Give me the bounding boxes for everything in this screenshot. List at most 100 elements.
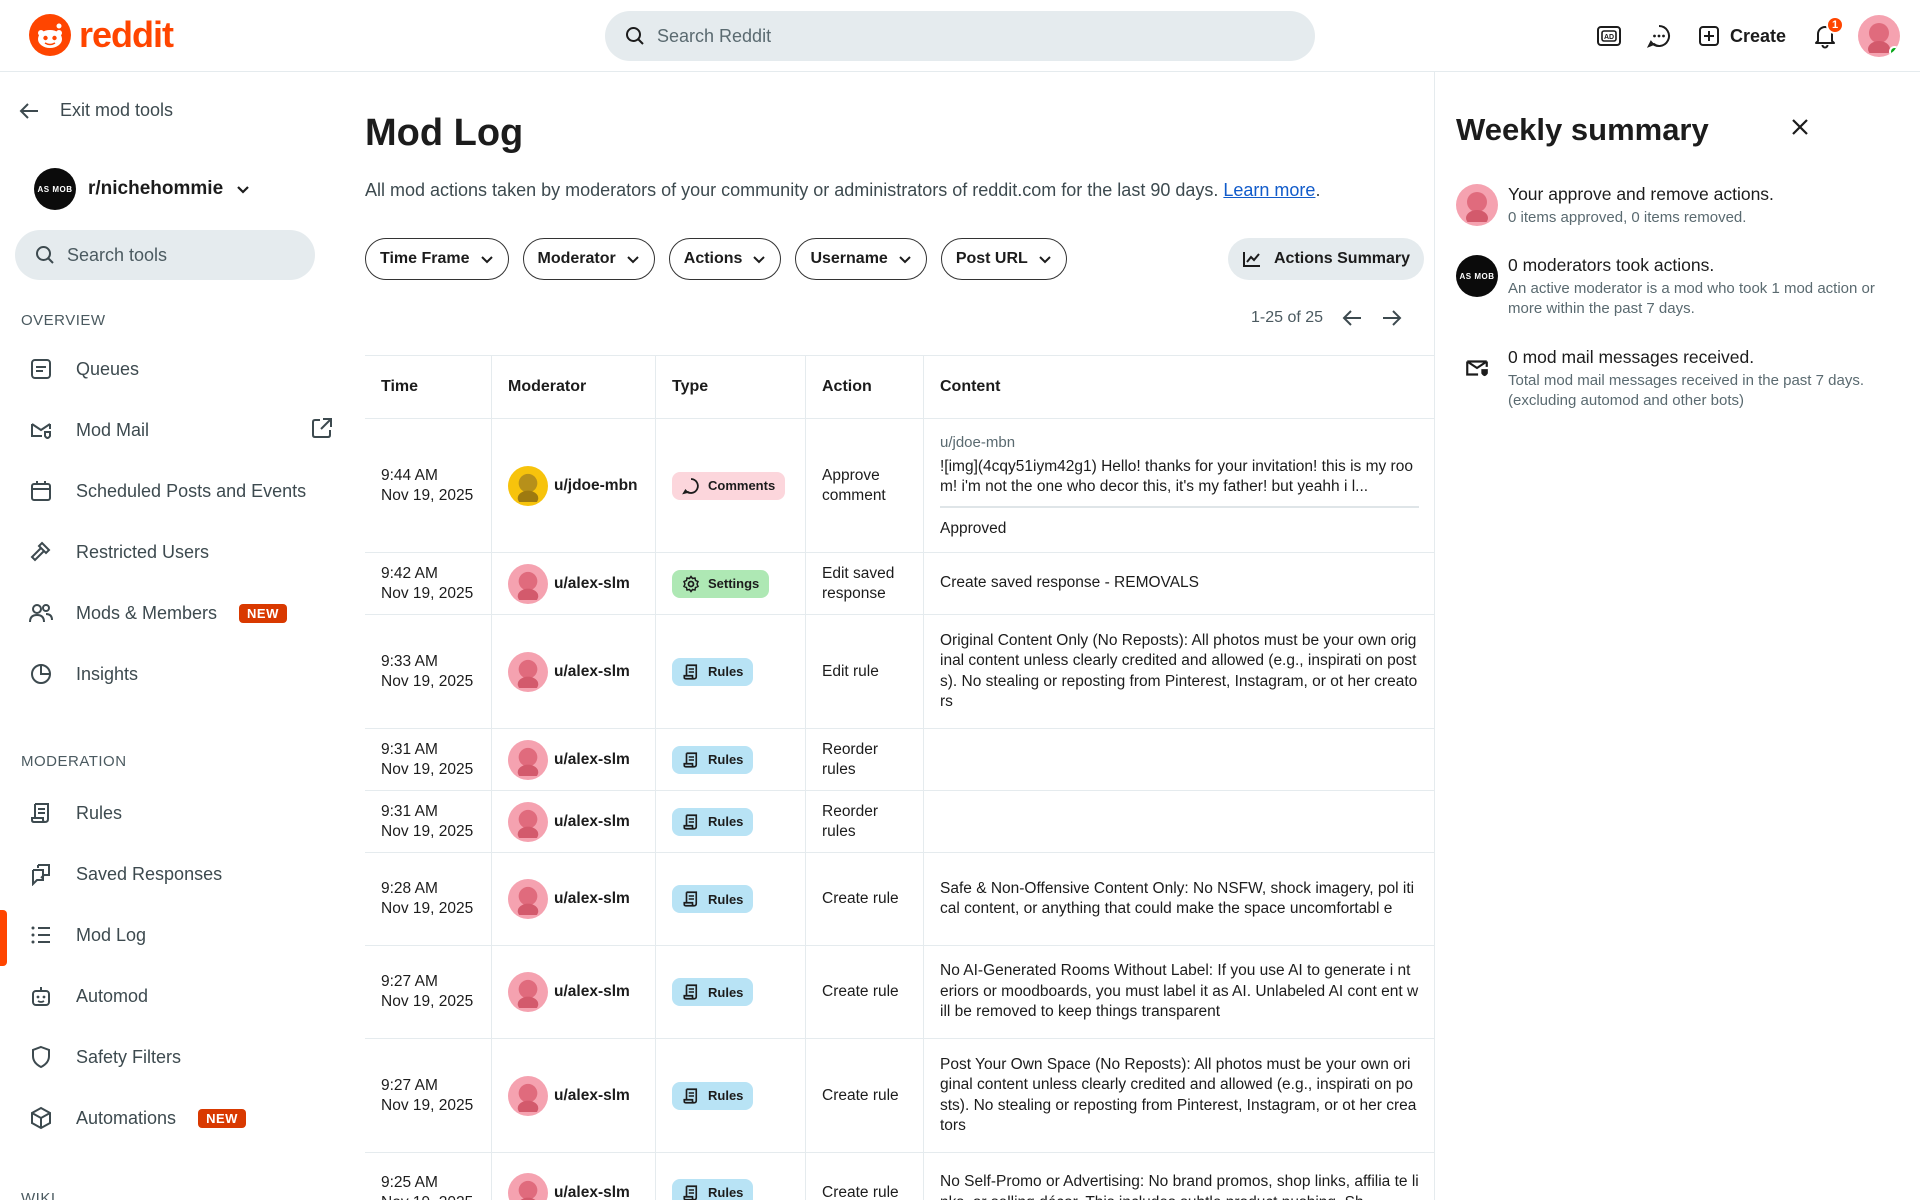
chevron-down-icon bbox=[1039, 256, 1051, 264]
reddit-snoo-icon bbox=[29, 14, 71, 56]
moderator-name[interactable]: u/jdoe-mbn bbox=[554, 476, 638, 494]
arrow-left-icon[interactable] bbox=[1341, 308, 1363, 328]
sidebar-item-automod[interactable]: Automod bbox=[0, 967, 340, 1025]
actions-summary-button[interactable]: Actions Summary bbox=[1228, 238, 1425, 280]
table-row[interactable]: 9:28 AM Nov 19, 2025 u/alex-slm Rules Create… bbox=[365, 853, 1435, 946]
moderator-name[interactable]: u/alex-slm bbox=[554, 890, 630, 907]
rules-icon bbox=[683, 984, 698, 1000]
content-author[interactable]: u/jdoe-mbn bbox=[940, 433, 1016, 451]
filter-post-url[interactable]: Post URL bbox=[940, 238, 1067, 280]
close-panel-button[interactable] bbox=[1783, 110, 1817, 144]
global-search[interactable] bbox=[605, 11, 1315, 61]
moderator-cell: u/alex-slm bbox=[492, 1039, 656, 1152]
snoo-avatar-icon bbox=[517, 571, 539, 600]
moderator-name[interactable]: u/alex-slm bbox=[554, 574, 630, 592]
sidebar-item-mod-log[interactable]: Mod Log bbox=[0, 906, 340, 966]
table-row[interactable]: 9:44 AM Nov 19, 2025 u/jdoe-mbn Comments App… bbox=[365, 419, 1435, 553]
sidebar-item-restricted-users[interactable]: Restricted Users bbox=[0, 523, 340, 581]
line-chart-icon bbox=[1243, 252, 1260, 267]
table-row[interactable]: 9:31 AM Nov 19, 2025 u/alex-slm Rules Reorde… bbox=[365, 791, 1435, 853]
content-text: Create saved response - REMOVALS bbox=[940, 574, 1200, 592]
date-value: Nov 19, 2025 bbox=[381, 1096, 474, 1114]
notifications-button[interactable]: 1 bbox=[1800, 12, 1850, 60]
reddit-logo[interactable]: reddit bbox=[29, 14, 174, 56]
tools-search-input[interactable] bbox=[67, 244, 307, 266]
community-switcher[interactable]: AS MOB r/nichehommie bbox=[34, 168, 251, 210]
list-icon bbox=[28, 922, 54, 948]
time-value: 9:25 AM bbox=[381, 1173, 438, 1191]
community-avatar: AS MOB bbox=[34, 168, 76, 210]
chat-button[interactable] bbox=[1634, 12, 1684, 60]
moderator-name[interactable]: u/alex-slm bbox=[554, 1183, 630, 1200]
advertise-button[interactable]: AD bbox=[1584, 12, 1634, 60]
filter-time-frame[interactable]: Time Frame bbox=[365, 238, 509, 280]
moderator-name[interactable]: u/alex-slm bbox=[554, 983, 630, 1000]
table-row[interactable]: 9:33 AM Nov 19, 2025 u/alex-slm Rules Edit r… bbox=[365, 615, 1435, 729]
external-link-icon[interactable] bbox=[310, 416, 334, 445]
robot-icon bbox=[28, 983, 54, 1009]
moderator-name[interactable]: u/alex-slm bbox=[554, 812, 630, 830]
sidebar-item-label: Scheduled Posts and Events bbox=[76, 480, 307, 501]
tools-search[interactable] bbox=[15, 230, 315, 280]
filter-username[interactable]: Username bbox=[795, 238, 927, 280]
sidebar-item-label: Saved Responses bbox=[76, 863, 223, 884]
calendar-icon bbox=[28, 478, 54, 504]
learn-more-link[interactable]: Learn more bbox=[1223, 180, 1316, 200]
action-text: Create rule bbox=[822, 983, 899, 1000]
mod-tools-sidebar: Exit mod tools AS MOB r/nichehommie OVER… bbox=[0, 72, 340, 1200]
time-cell: 9:27 AM Nov 19, 2025 bbox=[365, 1039, 492, 1152]
sidebar-item-label: Queues bbox=[76, 358, 140, 379]
table-row[interactable]: 9:27 AM Nov 19, 2025 u/alex-slm Rules Create… bbox=[365, 946, 1435, 1039]
snoo-avatar-icon bbox=[517, 809, 539, 838]
table-row[interactable]: 9:25 AM Nov 19, 2025 u/alex-slm Rules Create… bbox=[365, 1153, 1435, 1200]
table-row[interactable]: 9:27 AM Nov 19, 2025 u/alex-slm Rules Create… bbox=[365, 1039, 1435, 1153]
action-cell: Reorder rules bbox=[806, 791, 924, 852]
notification-badge: 1 bbox=[1826, 16, 1844, 34]
hammer-icon bbox=[28, 539, 54, 565]
sidebar-item-automations[interactable]: Automations NEW bbox=[0, 1089, 340, 1147]
exit-mod-tools-link[interactable]: Exit mod tools bbox=[18, 100, 173, 121]
global-search-input[interactable] bbox=[657, 25, 1257, 47]
arrow-right-icon[interactable] bbox=[1381, 308, 1403, 328]
content-cell: u/jdoe-mbn ![img](4cqy51iym42g1) Hello! t… bbox=[924, 419, 1435, 552]
cube-icon bbox=[28, 1105, 54, 1131]
table-row[interactable]: 9:31 AM Nov 19, 2025 u/alex-slm Rules Reorde… bbox=[365, 729, 1435, 791]
filter-moderator[interactable]: Moderator bbox=[522, 238, 655, 280]
sidebar-item-queues[interactable]: Queues bbox=[0, 340, 340, 398]
sidebar-item-safety-filters[interactable]: Safety Filters bbox=[0, 1028, 340, 1086]
new-badge: NEW bbox=[198, 1108, 246, 1128]
table-row[interactable]: 9:42 AM Nov 19, 2025 u/alex-slm Settings Edi… bbox=[365, 553, 1435, 615]
sidebar-item-mod-mail[interactable]: Mod Mail bbox=[0, 401, 340, 459]
moderation-section-label: MODERATION bbox=[21, 753, 127, 770]
summary-mod-mail: 0 mod mail messages received. Total mod … bbox=[1456, 347, 1876, 411]
type-cell: Rules bbox=[656, 853, 806, 945]
search-icon bbox=[626, 27, 644, 45]
action-cell: Create rule bbox=[806, 946, 924, 1038]
moderator-cell: u/alex-slm bbox=[492, 1153, 656, 1200]
moderator-name[interactable]: u/alex-slm bbox=[554, 1086, 630, 1104]
sidebar-item-label: Insights bbox=[76, 663, 139, 684]
sidebar-item-rules[interactable]: Rules bbox=[0, 784, 340, 842]
type-badge: Rules bbox=[672, 657, 754, 686]
avatar bbox=[508, 465, 548, 506]
type-badge: Rules bbox=[672, 885, 754, 913]
avatar bbox=[508, 1172, 548, 1200]
content-text[interactable]: ![img](4cqy51iym42g1) Hello! thanks for … bbox=[940, 457, 1419, 508]
snoo-avatar-icon bbox=[517, 1083, 539, 1112]
sidebar-item-mods-members[interactable]: Mods & Members NEW bbox=[0, 584, 340, 642]
moderator-name[interactable]: u/alex-slm bbox=[554, 662, 630, 680]
filter-actions[interactable]: Actions bbox=[668, 238, 782, 280]
create-button[interactable]: Create bbox=[1684, 12, 1800, 60]
snoo-avatar-icon bbox=[517, 747, 539, 776]
type-badge: Rules bbox=[672, 807, 754, 836]
sidebar-item-insights[interactable]: Insights bbox=[0, 645, 340, 703]
moderator-name[interactable]: u/alex-slm bbox=[554, 750, 630, 768]
type-cell: Settings bbox=[656, 553, 806, 614]
time-value: 9:31 AM bbox=[381, 802, 438, 820]
sidebar-item-scheduled-posts[interactable]: Scheduled Posts and Events bbox=[0, 462, 340, 520]
sidebar-item-saved-responses[interactable]: Saved Responses bbox=[0, 845, 340, 903]
action-text: Reorder rules bbox=[822, 802, 878, 840]
close-icon bbox=[1792, 119, 1808, 135]
user-avatar-button[interactable] bbox=[1858, 15, 1900, 57]
date-value: Nov 19, 2025 bbox=[381, 486, 474, 504]
